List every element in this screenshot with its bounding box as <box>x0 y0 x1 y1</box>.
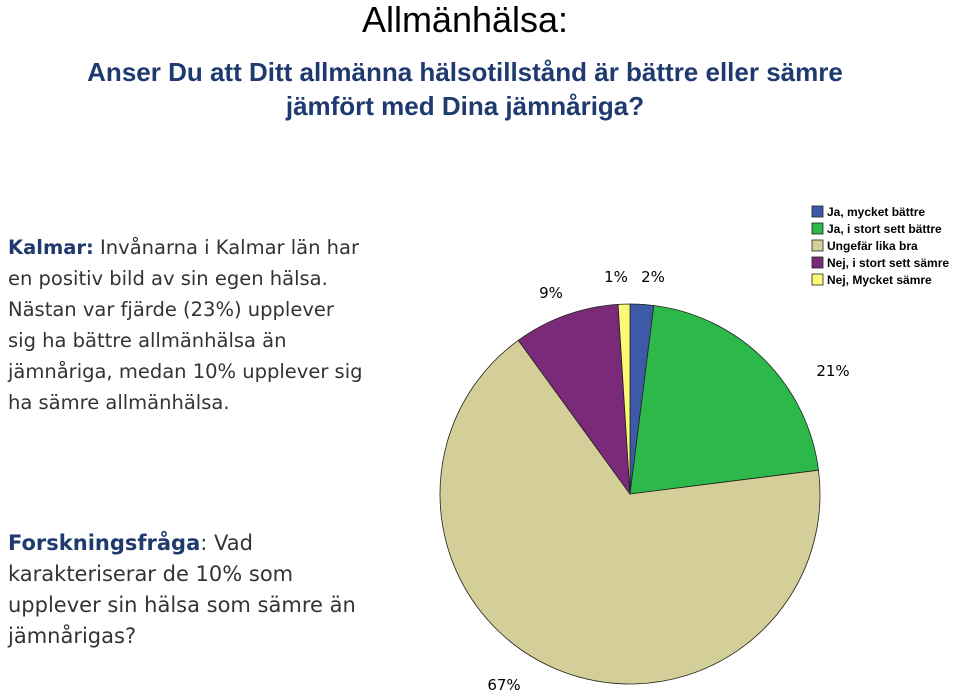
legend-label: Ungefär lika bra <box>827 239 918 253</box>
subtitle-line-2: jämfört med Dina jämnåriga? <box>285 91 645 121</box>
pie-slice <box>517 303 631 496</box>
slice-label: 9% <box>539 284 563 302</box>
pie-slices <box>439 303 821 685</box>
legend-swatch <box>811 273 824 286</box>
pie-slice <box>629 305 819 495</box>
legend-label: Nej, Mycket sämre <box>827 273 932 287</box>
legend-swatch <box>811 205 824 218</box>
page-title: Allmänhälsa: <box>361 0 569 40</box>
pie-slice <box>617 303 631 495</box>
summary-lead: Kalmar: <box>8 236 94 259</box>
slice-label: 67% <box>487 676 520 694</box>
slice-label: 21% <box>816 362 849 380</box>
chart-legend: Ja, mycket bättre Ja, i stort sett bättre… <box>811 205 949 287</box>
research-question-body: : Vad karakteriserar de 10% som upplever… <box>8 531 356 648</box>
summary-text: Kalmar: Invånarna i Kalmar län har en po… <box>8 232 368 418</box>
slice-label: 2% <box>641 268 665 286</box>
slice-label: 1% <box>604 268 628 286</box>
legend-swatch <box>811 256 824 269</box>
research-question: Forskningsfråga: Vad karakteriserar de 1… <box>8 528 368 652</box>
legend-swatch <box>811 239 824 252</box>
research-question-lead: Forskningsfråga <box>8 531 201 555</box>
legend-label: Nej, i stort sett sämre <box>827 256 949 270</box>
pie-labels: 2% 21% 67% 9% 1% <box>487 268 849 694</box>
subtitle-line-1: Anser Du att Ditt allmänna hälsotillstån… <box>87 57 843 87</box>
legend-label: Ja, i stort sett bättre <box>827 222 942 236</box>
legend-label: Ja, mycket bättre <box>827 205 925 219</box>
pie-slice <box>439 339 821 685</box>
page-subtitle: Anser Du att Ditt allmänna hälsotillstån… <box>0 55 930 123</box>
summary-body: Invånarna i Kalmar län har en positiv bi… <box>8 236 363 414</box>
legend-swatch <box>811 222 824 235</box>
